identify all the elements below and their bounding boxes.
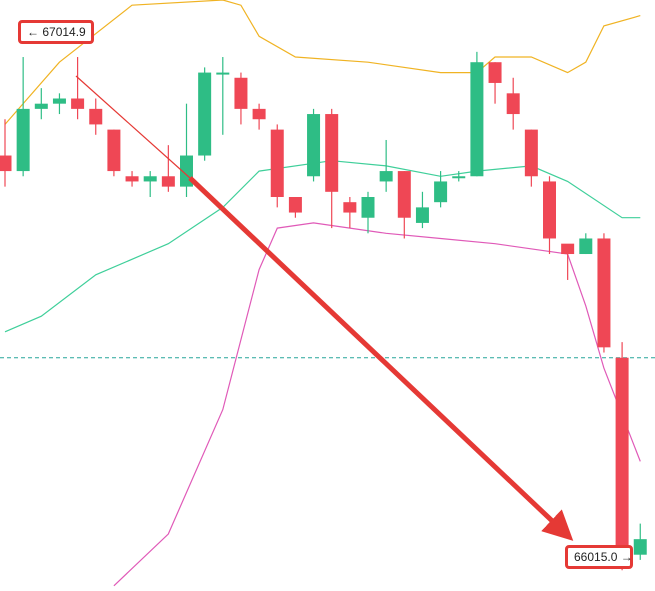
candle-body: [361, 197, 375, 218]
candle: [434, 171, 448, 208]
candle-body: [125, 176, 139, 182]
candle-body: [143, 176, 157, 182]
candle: [89, 98, 103, 135]
candle-body: [615, 357, 629, 555]
candle-body: [579, 238, 593, 255]
candle: [34, 88, 48, 120]
candle-body: [543, 181, 556, 239]
candle: [71, 57, 85, 120]
candle: [633, 523, 647, 560]
candle-body: [597, 238, 611, 348]
candle: [16, 57, 30, 177]
candle: [524, 129, 538, 187]
candle-body: [252, 108, 266, 120]
trend-line-thin: [75, 75, 191, 179]
candle-body: [488, 62, 502, 83]
candle: [452, 171, 466, 182]
low-price-label: 66015.0: [574, 550, 618, 564]
candle: [198, 67, 212, 161]
candle-body: [325, 114, 339, 192]
low-price-tag: 66015.0 →: [565, 545, 633, 569]
candle-body: [379, 171, 393, 182]
candle: [470, 51, 484, 177]
candle: [234, 72, 248, 125]
candle-body: [270, 129, 284, 197]
candle: [561, 243, 575, 280]
candle: [597, 233, 611, 353]
candle-body: [234, 77, 248, 109]
candle-body: [561, 243, 575, 255]
candle-body: [434, 181, 448, 203]
candle-body: [506, 93, 520, 115]
candle: [615, 342, 629, 571]
candle-body: [216, 72, 230, 75]
candle: [307, 108, 321, 182]
candle-body: [415, 207, 429, 223]
candle-body: [34, 103, 48, 109]
candle: [161, 145, 175, 192]
candle: [579, 233, 593, 255]
candle: [125, 171, 139, 187]
candle: [397, 171, 411, 239]
candle: [361, 191, 375, 234]
candle-body: [633, 539, 647, 555]
candle-body: [0, 155, 12, 172]
candle: [506, 77, 520, 130]
candle-body: [307, 114, 321, 177]
candle-body: [161, 176, 175, 187]
middle-band-line: [4, 160, 641, 333]
candle: [379, 139, 393, 192]
high-price-label: 67014.9: [42, 25, 86, 39]
candle: [52, 93, 66, 115]
candle-body: [397, 171, 411, 218]
candle: [288, 197, 302, 218]
candle-body: [470, 62, 484, 177]
candle-body: [52, 98, 66, 104]
candle: [107, 129, 121, 177]
candle: [270, 124, 284, 208]
upper-band-line: [4, 0, 641, 125]
lower-band-line: [113, 222, 641, 587]
candle-body: [89, 108, 103, 125]
candle: [180, 103, 193, 197]
candle: [343, 197, 357, 229]
candle-body: [524, 129, 538, 177]
candle: [543, 176, 556, 255]
candle-body: [16, 108, 30, 172]
candle: [0, 119, 12, 187]
candle-body: [343, 202, 357, 213]
right-arrow-icon: →: [620, 550, 633, 564]
candle: [325, 108, 339, 229]
left-arrow-icon: ←: [27, 25, 39, 39]
candle-body: [452, 176, 466, 179]
candle: [415, 191, 429, 229]
candle: [488, 62, 502, 104]
candle-body: [198, 72, 212, 156]
trend-arrow: [188, 176, 574, 541]
candle-body: [288, 197, 302, 213]
candle: [252, 103, 266, 130]
candle-body: [71, 98, 85, 109]
high-price-tag: ← 67014.9: [18, 20, 94, 44]
candle: [216, 57, 230, 135]
candle: [143, 171, 157, 197]
candle-body: [107, 129, 121, 172]
